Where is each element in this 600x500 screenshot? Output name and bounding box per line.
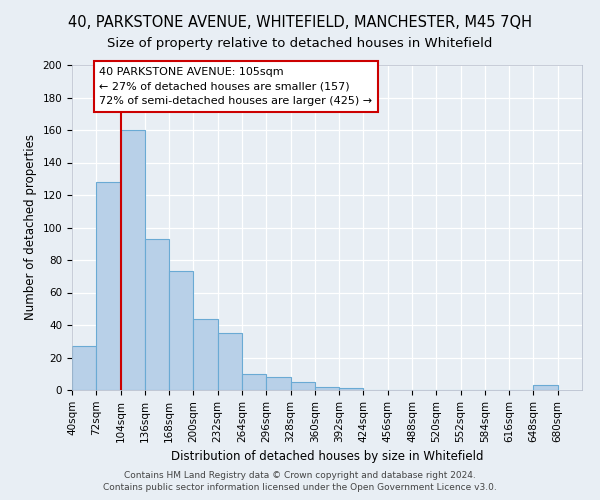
Text: 40, PARKSTONE AVENUE, WHITEFIELD, MANCHESTER, M45 7QH: 40, PARKSTONE AVENUE, WHITEFIELD, MANCHE… — [68, 15, 532, 30]
Bar — [169, 272, 193, 390]
Bar — [533, 385, 558, 390]
Bar — [145, 239, 169, 390]
Bar — [242, 374, 266, 390]
Text: Contains HM Land Registry data © Crown copyright and database right 2024.
Contai: Contains HM Land Registry data © Crown c… — [103, 471, 497, 492]
Bar — [339, 388, 364, 390]
Bar — [121, 130, 145, 390]
Bar — [193, 318, 218, 390]
Text: Size of property relative to detached houses in Whitefield: Size of property relative to detached ho… — [107, 38, 493, 51]
Text: 40 PARKSTONE AVENUE: 105sqm
← 27% of detached houses are smaller (157)
72% of se: 40 PARKSTONE AVENUE: 105sqm ← 27% of det… — [100, 66, 373, 106]
Bar — [315, 387, 339, 390]
Bar — [290, 382, 315, 390]
Bar — [266, 377, 290, 390]
Bar — [218, 333, 242, 390]
Bar — [72, 346, 96, 390]
Bar — [96, 182, 121, 390]
Y-axis label: Number of detached properties: Number of detached properties — [24, 134, 37, 320]
X-axis label: Distribution of detached houses by size in Whitefield: Distribution of detached houses by size … — [171, 450, 483, 463]
